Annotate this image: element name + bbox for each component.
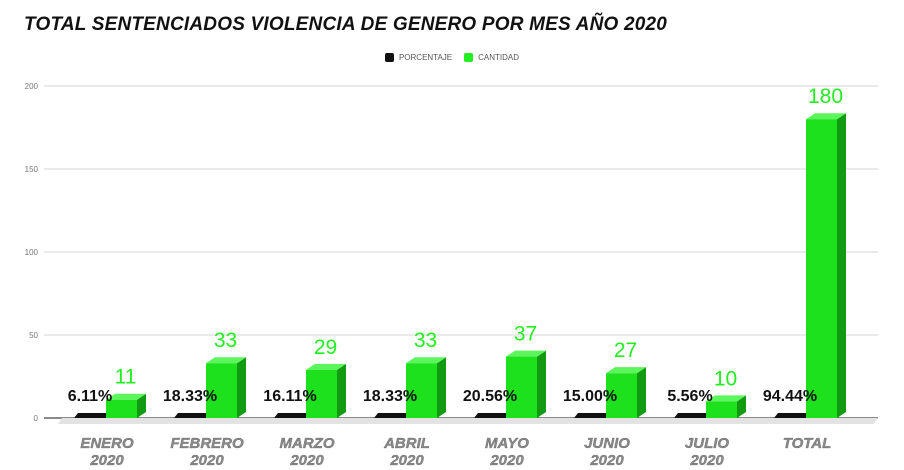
bar-cantidad-side: [537, 350, 546, 418]
bar-cantidad-top: [406, 357, 446, 364]
bar-cantidad: [206, 363, 237, 418]
x-tick-label: 2020: [289, 452, 324, 469]
data-label-porcentaje: 94.44%: [763, 388, 817, 405]
bar-cantidad-side: [137, 393, 146, 418]
data-label-cantidad: 33: [414, 329, 437, 352]
bar-cantidad: [706, 401, 737, 418]
x-tick-label: 2020: [389, 452, 424, 469]
bar-cantidad-side: [837, 113, 846, 418]
x-tick-label: 2020: [89, 452, 124, 469]
bar-porcentaje: [774, 413, 810, 418]
legend-label-cantidad: CANTIDAD: [478, 53, 520, 62]
bar-cantidad-side: [237, 357, 246, 418]
bar-porcentaje: [74, 413, 110, 418]
bar-cantidad: [606, 373, 637, 418]
chart-title: TOTAL SENTENCIADOS VIOLENCIA DE GENERO P…: [24, 14, 668, 35]
x-tick-label: ENERO: [80, 435, 134, 452]
bar-cantidad-side: [337, 363, 346, 418]
bar-cantidad: [306, 369, 337, 418]
y-tick-label: 100: [25, 248, 39, 257]
y-tick-label: 200: [25, 82, 39, 91]
bar-cantidad: [106, 399, 137, 418]
y-tick-label: 0: [34, 414, 39, 423]
bar-porcentaje: [374, 413, 410, 418]
bar-porcentaje: [174, 413, 210, 418]
data-label-porcentaje: 20.56%: [463, 388, 517, 405]
bar-cantidad-top: [506, 350, 546, 357]
floor: [58, 418, 878, 424]
x-tick-label: JUNIO: [584, 435, 630, 452]
bar-cantidad-top: [806, 113, 846, 120]
x-tick-label: 2020: [589, 452, 624, 469]
x-tick-label: 2020: [689, 452, 724, 469]
x-tick-label: MARZO: [280, 435, 335, 452]
bar-cantidad-side: [437, 357, 446, 418]
bar-cantidad-top: [706, 395, 746, 402]
bar-cantidad: [406, 363, 437, 418]
data-label-porcentaje: 18.33%: [363, 388, 417, 405]
bar-cantidad: [506, 356, 537, 418]
bar-cantidad-top: [306, 363, 346, 370]
data-label-cantidad: 37: [514, 323, 537, 346]
data-label-porcentaje: 16.11%: [263, 388, 316, 405]
data-label-cantidad: 27: [614, 339, 637, 362]
bar-porcentaje: [474, 413, 510, 418]
data-label-porcentaje: 18.33%: [163, 388, 217, 405]
x-tick-label: MAYO: [485, 435, 529, 452]
bar-cantidad-top: [606, 367, 646, 374]
data-label-porcentaje: 15.00%: [563, 388, 617, 405]
x-tick-label: TOTAL: [783, 435, 832, 452]
legend-swatch-porcentaje: [384, 53, 394, 62]
bar-porcentaje: [574, 413, 610, 418]
y-tick-label: 50: [29, 331, 38, 340]
legend-item-cantidad[interactable]: CANTIDAD: [464, 53, 519, 62]
x-tick-label: JULIO: [685, 435, 730, 452]
legend-item-porcentaje[interactable]: PORCENTAJE: [384, 53, 453, 62]
bar-porcentaje: [274, 413, 310, 418]
data-label-porcentaje: 5.56%: [667, 388, 712, 405]
data-label-cantidad: 29: [314, 336, 337, 359]
legend-swatch-cantidad: [464, 53, 474, 62]
x-tick-label: 2020: [189, 452, 224, 469]
legend-label-porcentaje: PORCENTAJE: [398, 53, 453, 62]
bar-cantidad: [806, 119, 837, 418]
bar-cantidad-top: [206, 357, 246, 364]
bar-cantidad-side: [637, 367, 646, 418]
x-tick-label: 2020: [489, 452, 524, 469]
y-tick-label: 150: [25, 165, 39, 174]
data-label-cantidad: 10: [714, 367, 737, 390]
x-tick-label: FEBRERO: [170, 435, 244, 452]
data-label-cantidad: 180: [808, 85, 843, 108]
data-label-cantidad: 33: [214, 329, 237, 352]
legend: PORCENTAJE CANTIDAD: [0, 53, 904, 62]
bar-cantidad-top: [106, 393, 146, 400]
x-tick-label: ABRIL: [383, 435, 430, 452]
bar-porcentaje: [674, 413, 710, 418]
bar-cantidad-side: [737, 395, 746, 418]
data-label-porcentaje: 6.11%: [68, 388, 112, 405]
data-label-cantidad: 11: [115, 366, 137, 389]
